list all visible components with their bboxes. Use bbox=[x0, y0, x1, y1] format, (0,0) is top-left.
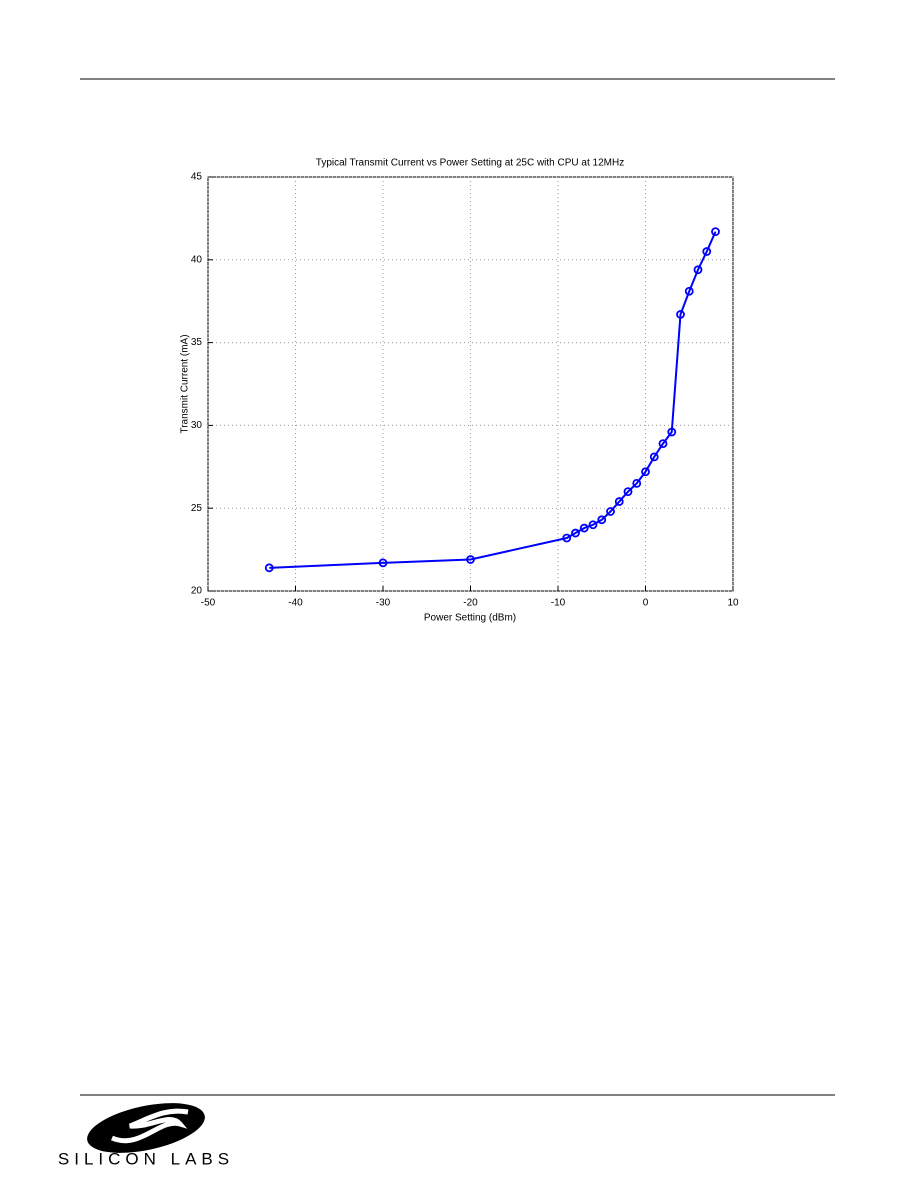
y-tick-label: 30 bbox=[191, 420, 203, 431]
data-point bbox=[606, 507, 615, 516]
y-axis-label: Transmit Current (mA) bbox=[180, 334, 191, 433]
data-point bbox=[641, 467, 650, 477]
x-tick-label: -20 bbox=[463, 598, 478, 609]
chart-title: Typical Transmit Current vs Power Settin… bbox=[316, 158, 624, 169]
x-tick-label: 0 bbox=[643, 598, 649, 609]
data-point bbox=[693, 265, 703, 275]
x-tick-label: -10 bbox=[551, 598, 566, 609]
plot-area bbox=[207, 176, 734, 592]
y-tick-label: 35 bbox=[191, 337, 203, 348]
chart: Typical Transmit Current vs Power Settin… bbox=[180, 158, 739, 624]
data-point bbox=[623, 487, 633, 497]
data-point bbox=[658, 439, 668, 449]
data-point bbox=[667, 427, 677, 437]
data-point bbox=[597, 515, 607, 525]
y-tick-label: 20 bbox=[191, 586, 203, 597]
data-point bbox=[571, 528, 580, 538]
data-point bbox=[614, 497, 624, 506]
data-point bbox=[632, 478, 642, 488]
logo: SILICON LABS bbox=[58, 1103, 234, 1168]
data-point bbox=[684, 286, 694, 296]
data-point bbox=[562, 533, 572, 543]
data-line bbox=[269, 231, 717, 569]
data-point bbox=[466, 555, 475, 564]
x-tick-label: -40 bbox=[288, 598, 303, 609]
data-point bbox=[676, 310, 685, 319]
data-point bbox=[579, 523, 589, 533]
logo-swoosh bbox=[111, 1108, 189, 1144]
x-tick-label: -30 bbox=[376, 598, 391, 609]
logo-text: SILICON LABS bbox=[58, 1149, 234, 1168]
x-tick-label: 10 bbox=[727, 598, 739, 609]
data-point bbox=[588, 520, 598, 530]
data-point bbox=[649, 452, 659, 462]
y-tick-label: 40 bbox=[191, 254, 203, 265]
data-point bbox=[378, 558, 388, 568]
y-tick-label: 45 bbox=[191, 172, 203, 183]
y-tick-label: 25 bbox=[191, 503, 203, 514]
data-point bbox=[711, 227, 720, 237]
data-point bbox=[702, 247, 712, 256]
x-axis-label: Power Setting (dBm) bbox=[424, 613, 516, 624]
x-tick-label: -50 bbox=[201, 598, 216, 609]
data-point bbox=[264, 563, 274, 573]
